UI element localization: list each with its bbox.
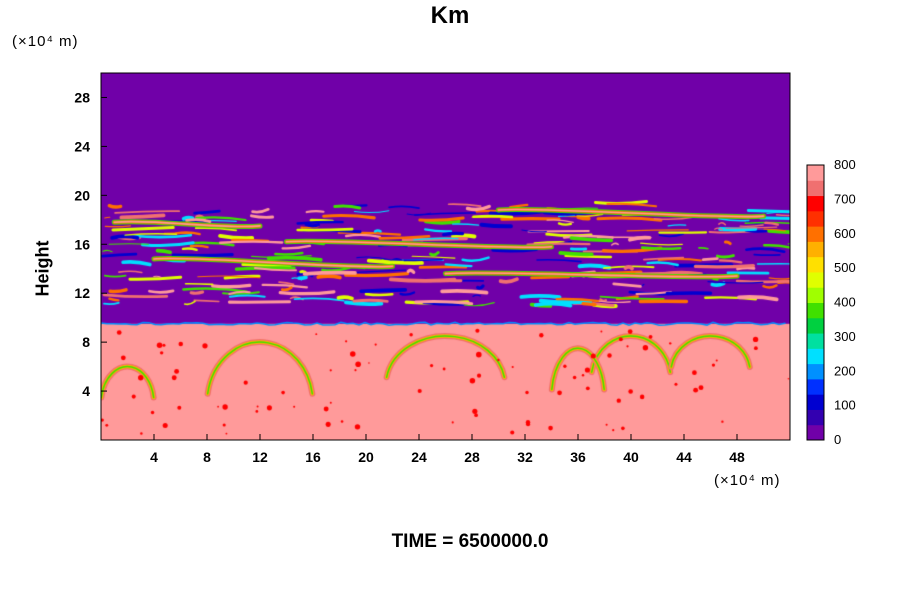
colorbar-swatch xyxy=(807,256,824,273)
colorbar-label: 300 xyxy=(834,329,856,344)
colorbar-swatch xyxy=(807,271,824,288)
x-unit-label: (×10⁴ m) xyxy=(714,472,781,489)
colorbar-swatch xyxy=(807,180,824,197)
colorbar-label: 600 xyxy=(834,226,856,241)
y-tick-label: 16 xyxy=(74,236,90,252)
colorbar-label: 400 xyxy=(834,295,856,310)
x-tick-label: 48 xyxy=(729,449,745,465)
colorbar-swatch xyxy=(807,317,824,334)
x-tick-label: 8 xyxy=(203,449,211,465)
y-tick-label: 8 xyxy=(82,334,90,350)
heatmap-field xyxy=(101,73,790,440)
colorbar-label: 700 xyxy=(834,191,856,206)
colorbar-swatch xyxy=(807,302,824,319)
x-tick-label: 44 xyxy=(676,449,692,465)
colorbar: 0 100 200 300 400 500 600 700 800 xyxy=(806,157,856,447)
x-tick-label: 20 xyxy=(358,449,374,465)
y-tick-label: 28 xyxy=(74,89,90,105)
x-tick-label: 36 xyxy=(570,449,586,465)
plot-frame xyxy=(100,72,791,441)
colorbar-label: 800 xyxy=(834,157,856,172)
time-label: TIME = 6500000.0 xyxy=(391,531,549,552)
colorbar-swatch xyxy=(807,424,824,441)
colorbar-swatch xyxy=(807,348,824,365)
colorbar-swatch xyxy=(807,165,824,181)
colorbar-label: 500 xyxy=(834,260,856,275)
chart-title: Km xyxy=(430,2,470,29)
x-tick-label: 24 xyxy=(411,449,427,465)
colorbar-swatch xyxy=(807,287,824,303)
x-tick-label: 12 xyxy=(252,449,268,465)
colorbar-swatch xyxy=(807,210,824,227)
y-unit-label: (×10⁴ m) xyxy=(12,33,79,50)
colorbar-label: 100 xyxy=(834,398,856,413)
x-tick-label: 16 xyxy=(305,449,321,465)
x-tick-label: 40 xyxy=(623,449,639,465)
plot-area xyxy=(100,72,791,441)
colorbar-swatch xyxy=(807,333,824,349)
y-axis: 4 8 12 16 20 24 28 xyxy=(74,89,107,399)
x-tick-label: 4 xyxy=(150,449,158,465)
heatmap-canvas xyxy=(101,73,790,440)
x-tick-label: 28 xyxy=(464,449,480,465)
y-tick-label: 12 xyxy=(74,285,90,301)
colorbar-swatch xyxy=(807,378,824,395)
colorbar-label: 200 xyxy=(834,363,856,378)
colorbar-swatch xyxy=(807,409,824,426)
y-tick-label: 24 xyxy=(74,138,90,154)
colorbar-swatch xyxy=(807,394,824,410)
y-tick-label: 20 xyxy=(74,187,90,203)
colorbar-swatch xyxy=(807,363,824,380)
colorbar-swatch xyxy=(807,241,824,258)
colorbar-label: 0 xyxy=(834,432,841,447)
x-axis: 4 8 12 16 20 24 28 32 36 40 44 48 xyxy=(150,434,745,465)
colorbar-swatch xyxy=(807,195,824,212)
x-tick-label: 32 xyxy=(517,449,533,465)
colorbar-frame xyxy=(806,164,825,441)
y-tick-label: 4 xyxy=(82,383,90,399)
colorbar-swatch xyxy=(807,226,824,242)
